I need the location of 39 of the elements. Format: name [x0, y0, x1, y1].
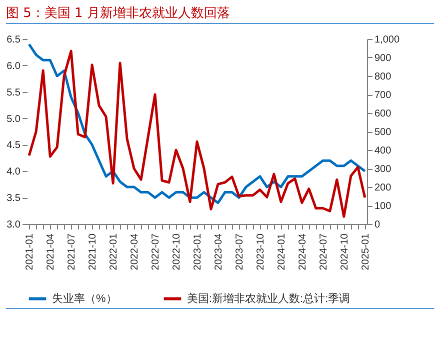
- y-tick-label: 6.0: [6, 60, 21, 72]
- y2-tick-label: 400: [374, 146, 392, 156]
- y-tick-label: 4.0: [6, 166, 21, 178]
- x-tick-label: 2024-04: [297, 233, 308, 270]
- y-tick-label: 4.5: [6, 140, 21, 152]
- x-tick-label: 2025-01: [360, 233, 372, 270]
- x-tick-label: 2024-07: [318, 233, 330, 270]
- y-tick-label: 3.5: [6, 193, 21, 204]
- x-tick-label: 2023-04: [213, 233, 224, 270]
- legend-label: 失业率（%）: [52, 292, 117, 305]
- y2-tick-label: 0: [374, 220, 380, 230]
- x-tick-label: 2021-10: [88, 233, 99, 270]
- x-tick-label: 2023-07: [234, 233, 246, 270]
- x-tick-label: 2022-10: [172, 233, 183, 270]
- y-tick-label: 6.5: [6, 34, 21, 46]
- y2-tick-label: 1,000: [374, 34, 400, 46]
- x-tick-label: 2022-01: [108, 233, 120, 270]
- legend-label: 美国:新增非农就业人数:总计:季调: [187, 292, 350, 305]
- y-tick-label: 5.0: [6, 114, 21, 125]
- y2-tick-label: 200: [374, 182, 392, 194]
- y2-tick-label: 900: [374, 53, 392, 64]
- x-tick-label: 2021-01: [24, 233, 36, 270]
- y2-tick-label: 100: [374, 201, 392, 212]
- x-tick-label: 2022-07: [150, 233, 162, 270]
- x-tick-label: 2021-04: [46, 233, 57, 270]
- chart-title: 图 5：美国 1 月新增非农就业人数回落: [6, 5, 230, 22]
- x-tick-label: 2024-01: [276, 233, 288, 270]
- y2-tick-label: 300: [374, 164, 392, 175]
- x-tick-label: 2023-10: [255, 233, 266, 270]
- y2-tick-label: 600: [374, 108, 392, 120]
- y-tick-label: 3.0: [6, 220, 21, 230]
- y-tick-label: 5.5: [6, 87, 21, 98]
- x-tick-label: 2024-10: [339, 233, 350, 270]
- x-tick-label: 2022-04: [130, 233, 141, 270]
- x-tick-label: 2021-07: [66, 233, 78, 270]
- x-tick-label: 2023-01: [192, 233, 204, 270]
- y2-tick-label: 500: [374, 127, 392, 138]
- y2-tick-label: 700: [374, 90, 392, 101]
- y2-tick-label: 800: [374, 72, 392, 82]
